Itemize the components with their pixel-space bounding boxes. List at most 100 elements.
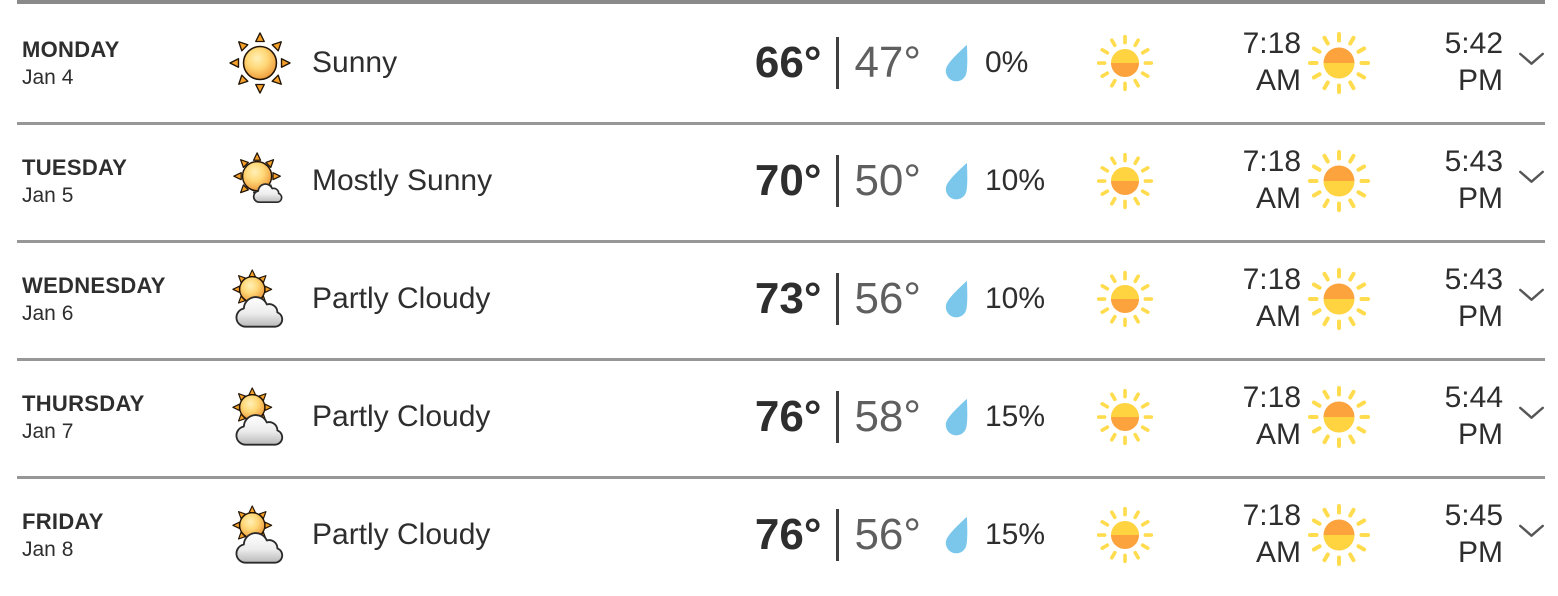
temp-separator xyxy=(836,37,840,89)
sunset-icon xyxy=(1307,31,1371,95)
sunset-time-value: 5:42 xyxy=(1444,27,1503,61)
low-temp: 50° xyxy=(854,156,921,205)
precip-chance: 10% xyxy=(985,164,1046,197)
partly-cloudy-icon xyxy=(229,268,291,330)
condition-label: Mostly Sunny xyxy=(312,164,493,197)
sunset-icon-cell xyxy=(1303,31,1375,95)
partly-cloudy-icon xyxy=(229,386,291,448)
day-name: MONDAY xyxy=(22,36,120,62)
sunrise-time-value: 7:18 xyxy=(1242,27,1301,61)
sunrise-time-period: AM xyxy=(1256,300,1301,333)
condition-icon-cell xyxy=(207,268,312,330)
chevron-down-icon[interactable] xyxy=(1518,288,1545,303)
sunset-icon-cell xyxy=(1303,385,1375,449)
day-name: THURSDAY xyxy=(22,390,145,416)
forecast-row[interactable]: FRIDAY Jan 8 Partly Cloudy 76° 56° 15% xyxy=(0,476,1558,594)
sunset-time-period: PM xyxy=(1458,64,1503,97)
sunrise-icon-cell xyxy=(1075,152,1175,210)
chevron-down-icon[interactable] xyxy=(1518,170,1545,185)
sunset-time-period: PM xyxy=(1458,182,1503,215)
high-temp: 70° xyxy=(754,156,822,205)
day-column: FRIDAY Jan 8 xyxy=(22,509,207,562)
sunrise-time-period: AM xyxy=(1256,182,1301,215)
temp-separator xyxy=(836,391,840,443)
sunrise-icon xyxy=(1096,34,1154,92)
temp-separator xyxy=(836,155,840,207)
condition-label: Sunny xyxy=(312,46,398,79)
condition-label: Partly Cloudy xyxy=(312,400,491,433)
sunset-time-period: PM xyxy=(1458,418,1503,451)
raindrop-icon xyxy=(945,41,972,85)
sunset-icon xyxy=(1307,385,1371,449)
forecast-row[interactable]: THURSDAY Jan 7 Partly Cloudy 76° 58° 15% xyxy=(0,358,1558,476)
expand-cell xyxy=(1505,406,1558,425)
forecast-row[interactable]: TUESDAY Jan 5 Mostly Sunny 70° 50° 10% xyxy=(0,122,1558,240)
precipitation: 10% xyxy=(925,159,1075,203)
high-temp: 76° xyxy=(754,510,822,559)
day-column: TUESDAY Jan 5 xyxy=(22,155,207,208)
day-date: Jan 6 xyxy=(22,301,74,325)
sunrise-time: 7:18 AM xyxy=(1175,144,1303,217)
sunset-time-value: 5:44 xyxy=(1444,381,1503,415)
day-name: WEDNESDAY xyxy=(22,272,166,298)
sunrise-time-period: AM xyxy=(1256,64,1301,97)
sunrise-time-value: 7:18 xyxy=(1242,145,1301,179)
expand-cell xyxy=(1505,524,1558,543)
sunrise-icon-cell xyxy=(1075,34,1175,92)
sunset-time-value: 5:43 xyxy=(1444,263,1503,297)
condition-icon-cell xyxy=(207,386,312,448)
high-temp: 66° xyxy=(754,38,822,87)
sunrise-icon-cell xyxy=(1075,388,1175,446)
sunrise-icon xyxy=(1096,506,1154,564)
day-name: FRIDAY xyxy=(22,508,104,534)
day-date: Jan 4 xyxy=(22,65,74,89)
forecast-row[interactable]: MONDAY Jan 4 Sunny 66° 47° 0% xyxy=(0,4,1558,122)
sunrise-icon-cell xyxy=(1075,506,1175,564)
day-date: Jan 8 xyxy=(22,537,74,561)
high-temp: 76° xyxy=(754,392,822,441)
sunset-time-value: 5:45 xyxy=(1444,499,1503,533)
precipitation: 15% xyxy=(925,513,1075,557)
sunrise-icon xyxy=(1096,388,1154,446)
sunrise-time-value: 7:18 xyxy=(1242,381,1301,415)
sunset-time: 5:45 PM xyxy=(1375,498,1505,571)
mostly-sunny-icon xyxy=(229,150,291,212)
sunset-time: 5:43 PM xyxy=(1375,144,1505,217)
expand-cell xyxy=(1505,170,1558,189)
low-temp: 58° xyxy=(854,392,921,441)
precip-chance: 15% xyxy=(985,400,1046,433)
temperature: 70° 50° xyxy=(635,155,925,207)
temperature: 76° 56° xyxy=(635,509,925,561)
sunrise-time-period: AM xyxy=(1256,536,1301,569)
precip-chance: 0% xyxy=(985,46,1029,79)
sunrise-time-period: AM xyxy=(1256,418,1301,451)
sunset-time: 5:43 PM xyxy=(1375,262,1505,335)
sunrise-time-value: 7:18 xyxy=(1242,263,1301,297)
raindrop-icon xyxy=(945,395,972,439)
forecast-row[interactable]: WEDNESDAY Jan 6 Partly Cloudy 73° 56° 10… xyxy=(0,240,1558,358)
sunrise-time: 7:18 AM xyxy=(1175,262,1303,335)
sunrise-icon xyxy=(1096,270,1154,328)
sunrise-icon xyxy=(1096,152,1154,210)
sunny-icon xyxy=(228,32,291,94)
sunset-icon xyxy=(1307,149,1371,213)
sunset-icon xyxy=(1307,267,1371,331)
sunset-icon xyxy=(1307,503,1371,567)
sunrise-icon-cell xyxy=(1075,270,1175,328)
raindrop-icon xyxy=(945,277,972,321)
sunrise-time: 7:18 AM xyxy=(1175,26,1303,99)
precipitation: 10% xyxy=(925,277,1075,321)
sunset-icon-cell xyxy=(1303,267,1375,331)
day-name: TUESDAY xyxy=(22,154,128,180)
sunset-time-period: PM xyxy=(1458,536,1503,569)
chevron-down-icon[interactable] xyxy=(1518,406,1545,421)
precipitation: 15% xyxy=(925,395,1075,439)
daily-forecast-table: MONDAY Jan 4 Sunny 66° 47° 0% xyxy=(0,4,1558,594)
temperature: 66° 47° xyxy=(635,37,925,89)
expand-cell xyxy=(1505,288,1558,307)
sunset-time: 5:42 PM xyxy=(1375,26,1505,99)
sunrise-time: 7:18 AM xyxy=(1175,498,1303,571)
chevron-down-icon[interactable] xyxy=(1518,52,1545,67)
temp-separator xyxy=(836,509,840,561)
chevron-down-icon[interactable] xyxy=(1518,524,1545,539)
